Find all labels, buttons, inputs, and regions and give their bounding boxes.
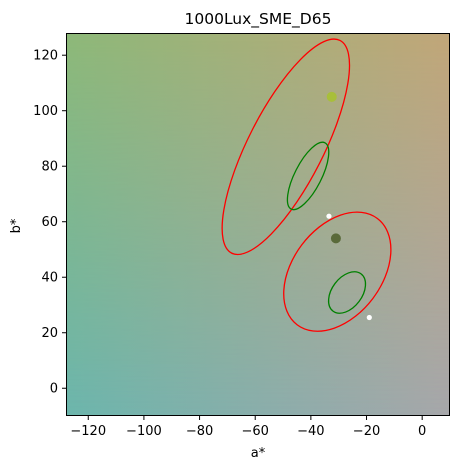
chart-title: 1000Lux_SME_D65: [185, 10, 332, 29]
x-tick-label: −20: [353, 424, 380, 439]
y-axis: 0 20 40 60 80 100 120: [33, 49, 66, 397]
y-tick-label: 20: [41, 326, 58, 341]
red-ellipse-1: [221, 38, 351, 256]
plot-area: [66, 33, 450, 416]
data-point-4: [366, 314, 372, 321]
y-tick-label: 0: [50, 382, 58, 397]
x-tick-label: −80: [186, 424, 213, 439]
x-tick-label: −120: [70, 424, 106, 439]
data-point-3: [326, 213, 332, 219]
y-tick-label: 120: [33, 49, 58, 64]
y-tick-label: 60: [41, 215, 58, 230]
x-tick-label: 0: [418, 424, 426, 439]
x-axis: −120 −100 −80 −60 −40 −20 0: [70, 416, 426, 439]
green-ellipse-2: [286, 141, 330, 211]
data-point-2: [330, 233, 341, 244]
green-ellipse-4: [327, 271, 367, 314]
y-tick-label: 40: [41, 271, 58, 286]
x-tick-label: −40: [297, 424, 324, 439]
x-tick-label: −100: [126, 424, 162, 439]
y-axis-label: b*: [9, 218, 24, 233]
y-tick-label: 100: [33, 104, 58, 119]
plot-frame: [66, 33, 450, 416]
plot-background-top: [66, 33, 450, 416]
red-ellipse-3: [283, 211, 392, 332]
y-tick-label: 80: [41, 160, 58, 175]
x-tick-label: −60: [241, 424, 268, 439]
x-axis-label: a*: [251, 446, 266, 461]
data-point-1: [326, 91, 337, 102]
